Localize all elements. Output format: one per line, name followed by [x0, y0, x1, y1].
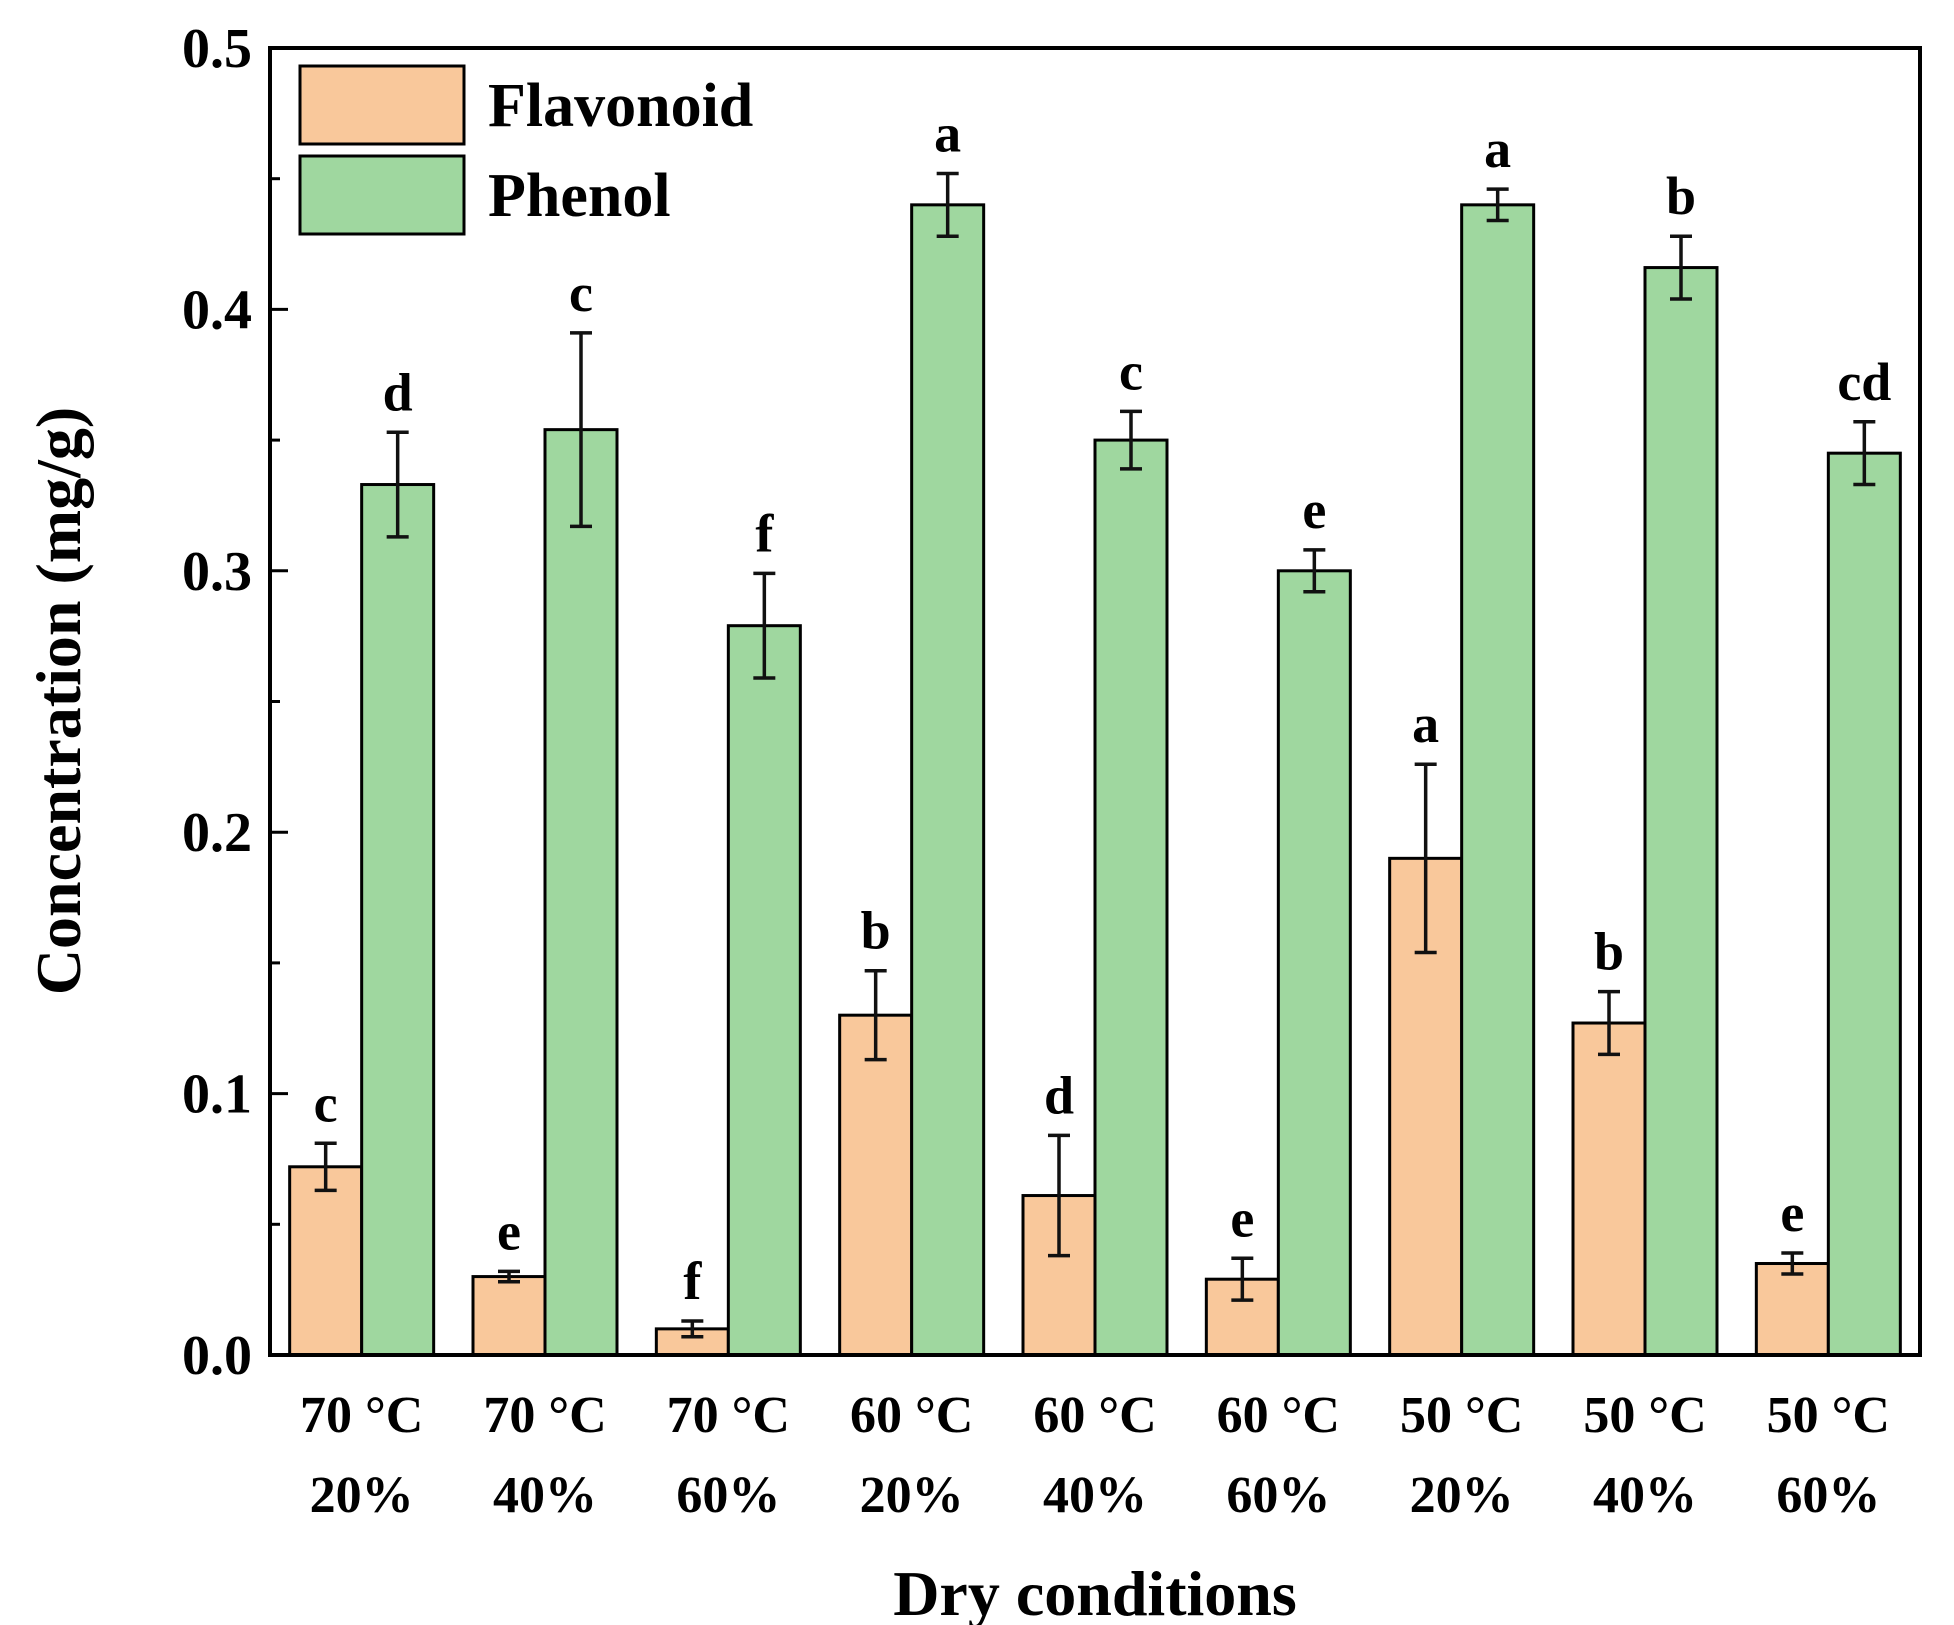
y-tick-label: 0.1: [182, 1064, 252, 1126]
bar-flavonoid: [838, 1013, 914, 1357]
bar-phenol: [543, 428, 619, 1357]
legend-swatch-phenol: [298, 154, 466, 236]
legend-label-flavonoid: Flavonoid: [488, 72, 753, 140]
significance-label-flavonoid: a: [1412, 694, 1439, 754]
x-tick-label-humidity: 20%: [1410, 1467, 1514, 1524]
significance-label-phenol: f: [755, 503, 774, 563]
significance-label-flavonoid: c: [314, 1073, 338, 1133]
bar-phenol: [1276, 569, 1352, 1357]
x-axis-title: Dry conditions: [893, 1558, 1297, 1625]
x-tick-label-temperature: 60 °C: [1033, 1387, 1156, 1444]
x-tick-label-temperature: 70 °C: [300, 1387, 423, 1444]
bar-flavonoid: [288, 1165, 364, 1357]
y-tick-label: 0.2: [182, 802, 252, 864]
significance-label-flavonoid: e: [1230, 1188, 1254, 1248]
significance-label-phenol: c: [569, 263, 593, 323]
bar-phenol: [726, 624, 802, 1357]
significance-label-flavonoid: e: [1780, 1183, 1804, 1243]
y-tick-label: 0.3: [182, 541, 252, 603]
y-tick-label: 0.0: [182, 1325, 252, 1387]
significance-label-flavonoid: d: [1044, 1065, 1074, 1125]
bar-flavonoid: [471, 1275, 547, 1357]
significance-label-phenol: b: [1666, 166, 1696, 226]
y-axis-ticks: 0.0 0.1 0.2 0.3 0.4 0.5: [182, 18, 288, 1387]
significance-label-phenol: a: [1484, 119, 1511, 179]
bar-flavonoid: [1571, 1021, 1647, 1357]
plot-frame: [268, 46, 1922, 1357]
y-axis-title: Concentration (mg/g): [23, 407, 94, 995]
significance-label-phenol: d: [383, 362, 413, 422]
bar-phenol: [1460, 203, 1536, 1357]
significance-label-phenol: e: [1302, 480, 1326, 540]
x-tick-label-temperature: 60 °C: [1217, 1387, 1340, 1444]
significance-label-flavonoid: b: [1594, 922, 1624, 982]
y-tick-label: 0.4: [182, 279, 252, 341]
significance-label-phenol: cd: [1837, 352, 1891, 412]
x-axis-ticks: 70 °C 20% 70 °C 40% 70 °C 60% 60 °C 20% 60 °C 40%…: [300, 1343, 1890, 1524]
bar-series: [288, 203, 1902, 1357]
x-tick-label-humidity: 40%: [1593, 1467, 1697, 1524]
x-tick-label-temperature: 70 °C: [483, 1387, 606, 1444]
bar-flavonoid: [1754, 1262, 1830, 1357]
x-tick-label-temperature: 70 °C: [667, 1387, 790, 1444]
x-tick-label-humidity: 60%: [1776, 1467, 1880, 1524]
bar-phenol: [910, 203, 986, 1357]
y-tick-label: 0.5: [182, 18, 252, 80]
x-tick-label-humidity: 40%: [1043, 1467, 1147, 1524]
significance-label-flavonoid: f: [683, 1251, 702, 1311]
bar-phenol: [1826, 451, 1902, 1357]
legend: Flavonoid Phenol: [298, 64, 753, 236]
x-tick-label-humidity: 40%: [493, 1467, 597, 1524]
x-tick-label-humidity: 60%: [676, 1467, 780, 1524]
x-tick-label-temperature: 60 °C: [850, 1387, 973, 1444]
significance-label-flavonoid: b: [861, 901, 891, 961]
error-bars: [314, 171, 1876, 1339]
bar-phenol: [1093, 438, 1169, 1357]
significance-label-phenol: a: [934, 103, 961, 163]
x-tick-label-humidity: 20%: [860, 1467, 964, 1524]
bar-phenol: [360, 483, 436, 1357]
x-tick-label-humidity: 60%: [1226, 1467, 1330, 1524]
x-tick-label-temperature: 50 °C: [1400, 1387, 1523, 1444]
bar-phenol: [1643, 266, 1719, 1357]
legend-swatch-flavonoid: [298, 64, 466, 146]
significance-labels: c e f b d e a b e d c f a c e a b cd: [314, 103, 1892, 1311]
x-tick-label-humidity: 20%: [310, 1467, 414, 1524]
x-tick-label-temperature: 50 °C: [1767, 1387, 1890, 1444]
significance-label-phenol: c: [1119, 341, 1143, 401]
x-tick-label-temperature: 50 °C: [1583, 1387, 1706, 1444]
legend-label-phenol: Phenol: [488, 162, 671, 230]
significance-label-flavonoid: e: [497, 1201, 521, 1261]
